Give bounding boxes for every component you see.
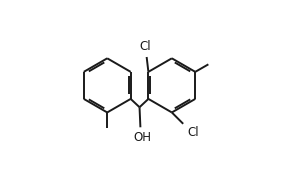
Text: Cl: Cl — [139, 40, 151, 53]
Text: OH: OH — [133, 131, 151, 144]
Text: Cl: Cl — [188, 125, 199, 139]
